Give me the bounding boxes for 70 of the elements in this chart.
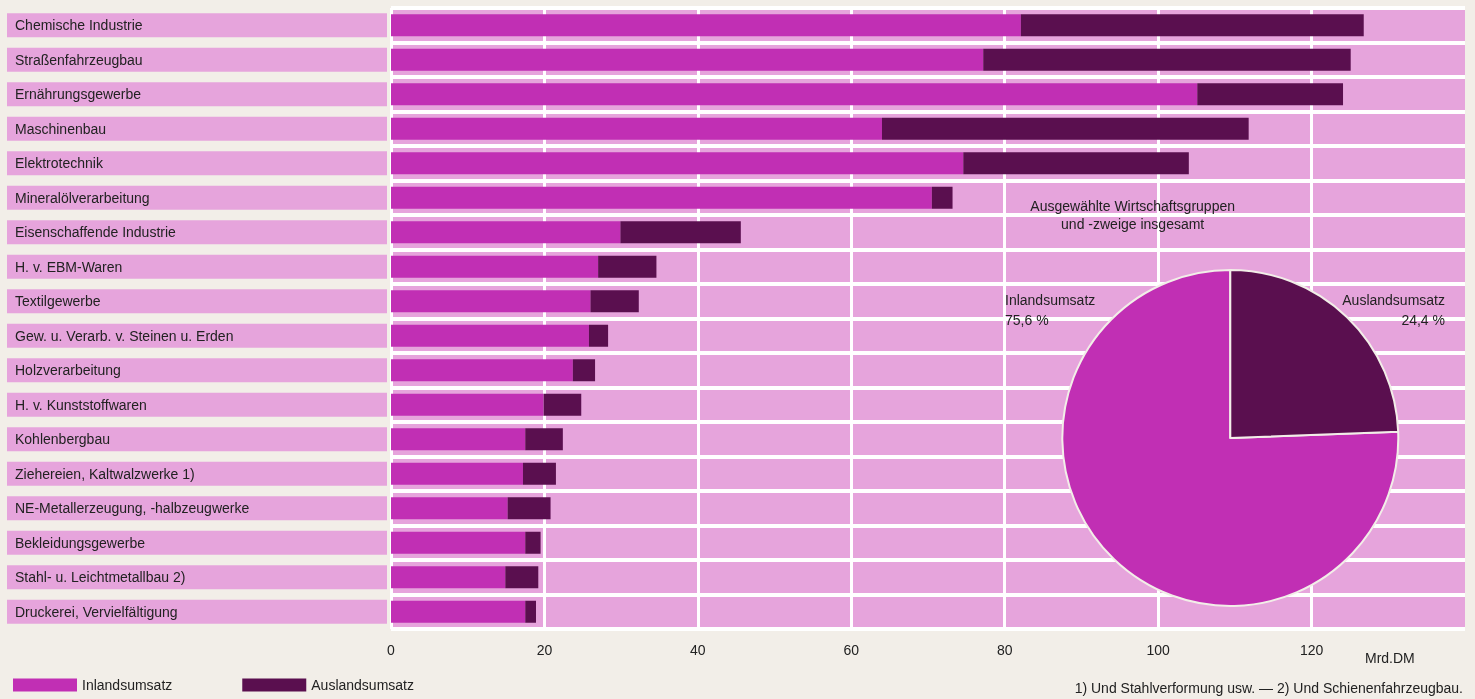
bar <box>391 48 984 71</box>
bar <box>881 117 1249 140</box>
bar <box>525 531 541 554</box>
bar <box>391 117 882 140</box>
data-label: 24,4 % <box>1401 312 1445 328</box>
bar <box>963 152 1189 175</box>
y-tick-label: Holzverarbeitung <box>15 362 121 379</box>
y-tick-label: Druckerei, Vervielfältigung <box>15 603 178 620</box>
legend-label: Auslandsumsatz <box>311 677 414 693</box>
x-tick-label: 80 <box>996 642 1013 658</box>
x-tick-label: 0 <box>387 642 396 658</box>
y-tick-label: Chemische Industrie <box>15 17 143 34</box>
data-label: 75,6 % <box>1005 312 1049 328</box>
bar <box>391 462 523 485</box>
bar <box>525 600 536 623</box>
bar <box>391 290 591 313</box>
bar <box>391 221 621 244</box>
bar <box>391 186 932 209</box>
bar <box>931 186 953 209</box>
bar <box>391 359 573 382</box>
y-tick-label: Stahl- u. Leichtmetallbau 2) <box>15 569 186 586</box>
chart-title: Ausgewählte Wirtschaftsgruppen und -zweige insgesamt <box>1030 198 1236 232</box>
x-axis-title: Mrd.DM <box>1365 650 1415 666</box>
text: 1) Und Stahlverformung usw. — 2) Und Schienenfahrzeugbau. <box>1074 680 1464 696</box>
y-tick-label: Mineralölverarbeitung <box>15 189 150 206</box>
bar <box>391 324 589 347</box>
y-tick-label: Ziehereien, Kaltwalzwerke 1) <box>15 465 195 482</box>
bar <box>525 428 563 451</box>
bar <box>391 566 506 589</box>
bar <box>391 255 599 278</box>
bar <box>391 428 526 451</box>
y-tick-label: Eisenschaffende Industrie <box>15 224 177 241</box>
y-tick-label: Straßenfahrzeugbau <box>15 51 143 68</box>
x-tick-label: 20 <box>536 642 553 658</box>
bar <box>391 531 526 554</box>
bar <box>543 393 582 416</box>
bar <box>391 393 544 416</box>
bar <box>588 324 609 347</box>
y-tick-label: Maschinenbau <box>15 120 107 137</box>
slice-label: Auslandsumsatz <box>1342 292 1445 308</box>
x-tick-label: 120 <box>1299 642 1324 658</box>
bar <box>391 600 526 623</box>
y-tick-label: H. v. Kunststoffwaren <box>15 396 147 413</box>
bar <box>598 255 657 278</box>
slice-label: Inlandsumsatz <box>1005 292 1096 308</box>
bar <box>1020 14 1364 37</box>
bar <box>1197 83 1344 106</box>
y-tick-label: Bekleidungsgewerbe <box>15 534 146 551</box>
x-tick-label: 100 <box>1146 642 1171 658</box>
bar <box>391 83 1198 106</box>
bar <box>391 152 964 175</box>
x-tick-label: 60 <box>843 642 860 658</box>
x-tick-label: 40 <box>690 642 706 658</box>
bar <box>505 566 539 589</box>
y-tick-label: Textilgewerbe <box>15 293 101 310</box>
y-tick-label: H. v. EBM-Waren <box>15 258 123 275</box>
bar <box>507 497 551 520</box>
y-tick-label: NE-Metallerzeugung, -halbzeugwerke <box>15 500 250 517</box>
bar <box>572 359 596 382</box>
bar <box>590 290 639 313</box>
y-tick-label: Elektrotechnik <box>15 155 104 172</box>
bar <box>620 221 741 244</box>
y-tick-label: Kohlenbergbau <box>15 431 110 448</box>
bar <box>522 462 556 485</box>
bar <box>391 14 1021 37</box>
bar <box>391 497 508 520</box>
legend-label: Inlandsumsatz <box>82 677 173 693</box>
bar <box>983 48 1351 71</box>
y-tick-label: Ernährungsgewerbe <box>15 86 142 103</box>
y-tick-label: Gew. u. Verarb. v. Steinen u. Erden <box>15 327 234 344</box>
